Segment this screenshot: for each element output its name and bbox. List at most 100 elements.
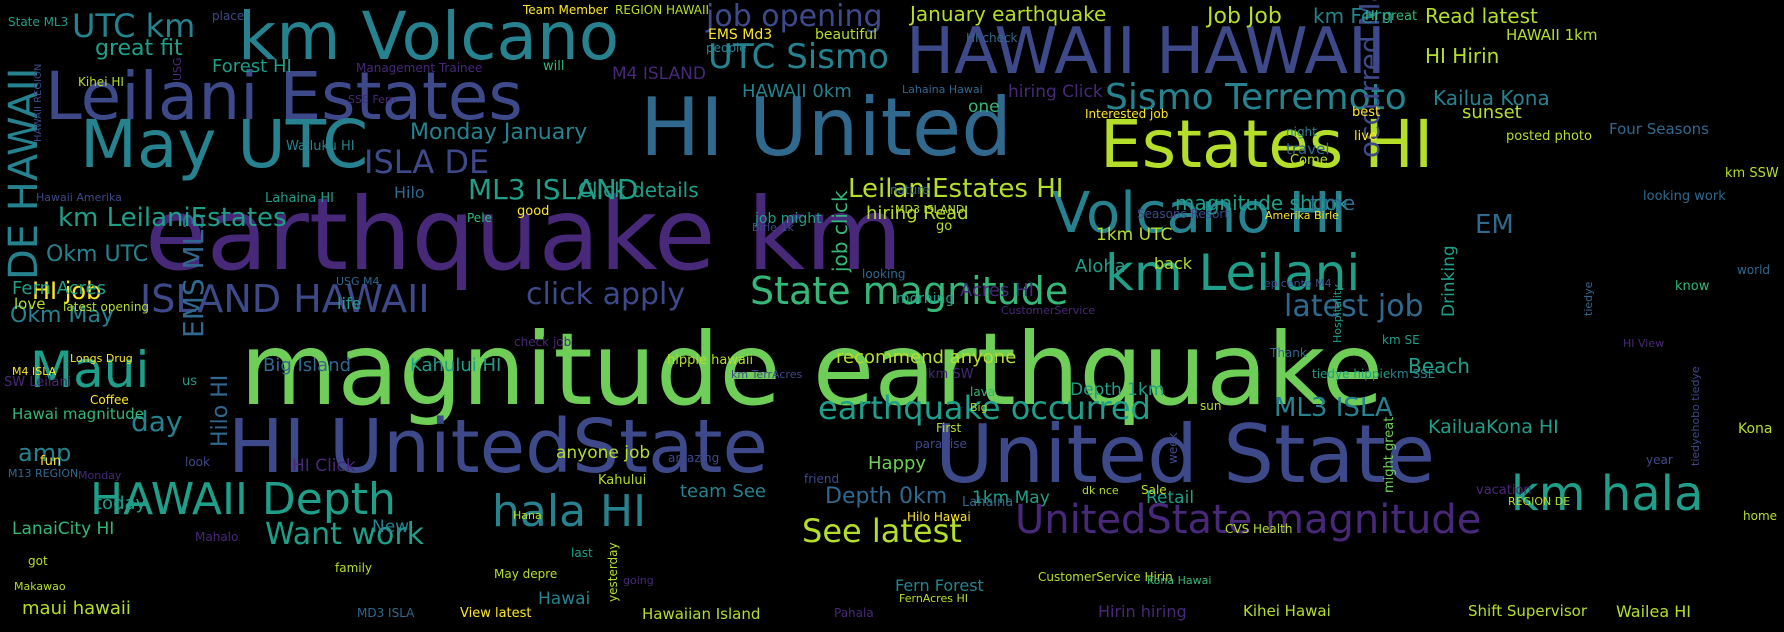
word: Hawaiian Island <box>642 605 761 623</box>
word: Lahaina HI <box>265 191 334 206</box>
word: Sale <box>1141 483 1167 497</box>
word: love <box>14 295 46 313</box>
word: Drinking <box>1439 245 1459 317</box>
word: dk nce <box>1082 484 1119 497</box>
word: Seasons Resort <box>1137 207 1230 221</box>
word: Hawai <box>538 589 591 609</box>
word: Interested job <box>1085 107 1169 121</box>
word: ISLA DE <box>364 143 490 181</box>
word: M4 ISLAND <box>612 64 706 84</box>
word: HI Click <box>292 456 356 476</box>
word: Longs Drug <box>70 352 133 365</box>
word: Team Member <box>523 3 608 17</box>
word: May UTC <box>80 106 369 183</box>
word: hiring Click <box>1008 82 1103 102</box>
word: Kahului <box>598 473 647 488</box>
word: km Fern <box>1313 4 1394 28</box>
word: km SE <box>1382 333 1420 347</box>
word: M4 ISLA <box>12 365 57 378</box>
word: May depre <box>494 567 558 581</box>
word: EM <box>1475 210 1514 240</box>
word: go <box>936 219 953 234</box>
word: Fern Acres <box>12 278 107 299</box>
word: UTC Sismo <box>708 37 889 77</box>
word: back <box>1154 254 1193 273</box>
word: click apply <box>526 277 686 312</box>
word: UTC km <box>72 7 196 45</box>
word: Mahalo <box>195 530 239 544</box>
word: vacation <box>1476 483 1532 498</box>
word: latest opening <box>63 300 150 314</box>
word: View latest <box>460 606 532 621</box>
word: check job <box>514 335 572 349</box>
word: people <box>706 41 747 55</box>
word: magnitude shook <box>1175 191 1349 215</box>
word: Shift Supervisor <box>1468 602 1588 620</box>
word: job might <box>755 211 822 227</box>
word: Big <box>970 401 988 414</box>
word: good <box>517 204 550 219</box>
word: FernAcres HI <box>899 592 968 605</box>
word: sun <box>1200 399 1222 413</box>
word: us <box>182 374 198 389</box>
word: HI United <box>640 81 1013 174</box>
word: First <box>936 421 962 435</box>
word: morning <box>896 291 955 307</box>
word: ML3 ISLAND <box>468 173 639 206</box>
word: Kihei Hawai <box>1243 602 1331 620</box>
word: HAWAII Depth <box>90 474 396 525</box>
word: team See <box>680 481 766 502</box>
word: earthquake occurred <box>818 389 1151 427</box>
word: January earthquake <box>910 2 1107 26</box>
word: REGION DE <box>1508 495 1571 508</box>
word: last <box>571 546 593 560</box>
word: night <box>1286 125 1317 139</box>
word: Pahala <box>834 606 874 620</box>
word: Hilo HI <box>208 374 233 447</box>
word: best <box>1352 105 1381 120</box>
word: Thank <box>1270 346 1307 360</box>
word: Happy <box>868 453 927 474</box>
word: Big Island <box>263 355 352 376</box>
word: CustomerService <box>1001 304 1096 317</box>
word: km SW <box>928 367 974 382</box>
word: Acres HI <box>960 280 1034 301</box>
word: live <box>1354 129 1377 144</box>
word: EMS Md3 <box>708 27 773 43</box>
word: km LeilaniEstates <box>58 203 287 233</box>
word: tiedye hippie <box>1312 367 1391 381</box>
word: LeilaniEstates HI <box>848 174 1064 204</box>
word: going <box>623 574 654 587</box>
word: great fit <box>95 36 183 61</box>
word: today <box>95 493 147 514</box>
word: USG <box>171 57 184 81</box>
word: fun <box>40 454 62 469</box>
word: friend <box>804 472 840 486</box>
word: Forest HI <box>212 56 292 77</box>
word: Hilo <box>394 183 425 202</box>
word: HI View <box>1623 337 1665 350</box>
word: Lahaina Hawai <box>902 83 983 96</box>
word: amazing <box>668 451 720 465</box>
word: Hawai magnitude <box>12 405 145 423</box>
word: hippie hawaii <box>667 353 754 368</box>
word: travel <box>1286 140 1330 158</box>
word: hiring Read <box>866 203 969 224</box>
word: New <box>372 517 410 537</box>
word: Hana <box>513 509 542 522</box>
word: tiedye <box>1582 281 1595 316</box>
word: 1km May <box>972 488 1050 508</box>
word: HAWAII HAWAII <box>906 15 1386 89</box>
word: year <box>1646 453 1673 467</box>
word: United State <box>935 408 1436 501</box>
word: job click <box>828 190 852 272</box>
word: Monday January <box>410 120 588 145</box>
word: km Leilani <box>1105 244 1361 302</box>
word: ISLAND HAWAII <box>140 277 430 321</box>
word: life <box>337 294 362 313</box>
word: anyone job <box>556 443 651 463</box>
word: Okm UTC <box>46 242 149 267</box>
word: Read latest <box>1425 4 1538 28</box>
word: km TerrAcres <box>731 368 803 381</box>
